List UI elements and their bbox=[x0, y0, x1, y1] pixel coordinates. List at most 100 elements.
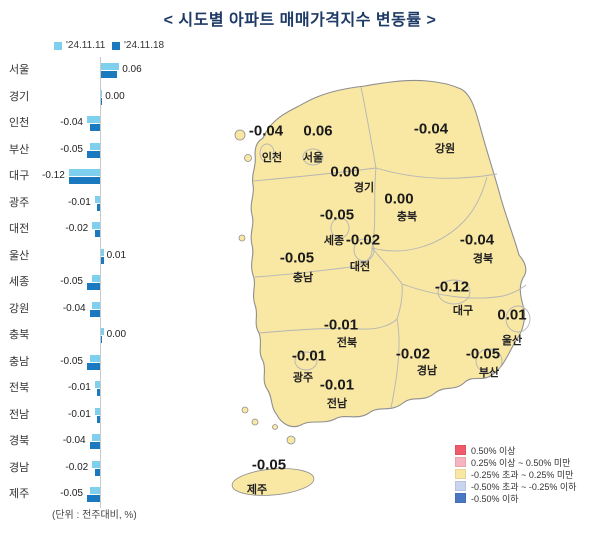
region-bar-chart: 서울 0.06 경기 0.00 인천 -0.04 부산 -0.05 대구 -0.12 광주 -0.01… bbox=[0, 57, 212, 509]
region-label: 대구 bbox=[9, 170, 30, 182]
map-region-name: 전북 bbox=[336, 337, 358, 349]
region-bar-row: 울산 0.01 bbox=[0, 243, 212, 269]
region-bar-row: 전남 -0.01 bbox=[0, 402, 212, 428]
map-region-value: -0.02 bbox=[345, 231, 381, 249]
map-region-name: 강원 bbox=[434, 143, 456, 155]
bar-week-1118 bbox=[87, 362, 100, 370]
bar-week-1111 bbox=[101, 328, 104, 335]
bar-week-1111 bbox=[92, 460, 100, 468]
bar-week-1118 bbox=[94, 230, 100, 237]
legend-swatch bbox=[455, 469, 466, 479]
region-label: 서울 bbox=[9, 64, 30, 76]
bar-value-label: -0.12 bbox=[42, 170, 65, 181]
map-region-value: -0.01 bbox=[291, 347, 327, 365]
zero-axis-line bbox=[100, 57, 101, 508]
bar-week-1118 bbox=[89, 124, 100, 131]
legend-swatch bbox=[455, 445, 466, 455]
region-bar-row: 인천 -0.04 bbox=[0, 110, 212, 136]
region-bar-row: 경기 0.00 bbox=[0, 84, 212, 110]
color-legend-row: -0.50% 초과 ~ -0.25% 이하 bbox=[455, 480, 576, 492]
map-region-value: -0.04 bbox=[248, 122, 284, 140]
region-label: 경기 bbox=[9, 90, 30, 103]
map-region-value: -0.02 bbox=[395, 345, 431, 363]
map-region-name: 경남 bbox=[416, 365, 438, 377]
map-region-name: 인천 bbox=[261, 152, 283, 164]
region-label: 전북 bbox=[9, 382, 30, 394]
bar-value-label: -0.02 bbox=[65, 223, 89, 234]
series-legend-label: '24.11.18 bbox=[124, 40, 165, 51]
region-label: 울산 bbox=[9, 249, 30, 262]
bar-week-1111 bbox=[89, 354, 100, 362]
color-legend-row: -0.25% 초과 ~ 0.25% 미만 bbox=[455, 468, 576, 480]
map-region-value: -0.05 bbox=[279, 249, 315, 267]
map-region-name: 대전 bbox=[349, 261, 371, 273]
bar-week-1111 bbox=[89, 142, 100, 150]
legend-label: 0.25% 이상 ~ 0.50% 미만 bbox=[471, 457, 571, 468]
series-swatch-light-blue bbox=[54, 41, 62, 50]
bar-value-label: -0.04 bbox=[60, 117, 83, 128]
map-region-name: 울산 bbox=[501, 335, 523, 347]
bar-week-1118 bbox=[101, 97, 103, 105]
province-borders bbox=[252, 86, 531, 409]
legend-swatch bbox=[455, 481, 466, 491]
map-region-name: 광주 bbox=[292, 372, 314, 384]
map-region-name: 경기 bbox=[353, 182, 375, 194]
map-region-value: 0.01 bbox=[497, 306, 527, 324]
legend-label: -0.25% 초과 ~ 0.25% 미만 bbox=[471, 469, 574, 480]
bar-value-label: -0.04 bbox=[62, 435, 86, 446]
region-bar-row: 경남 -0.02 bbox=[0, 455, 212, 481]
map-region-value: -0.05 bbox=[319, 206, 355, 224]
region-bar-row: 경북 -0.04 bbox=[0, 428, 212, 454]
bar-week-1118 bbox=[87, 150, 100, 158]
bar-week-1111 bbox=[68, 169, 100, 176]
region-label: 제주 bbox=[9, 488, 30, 500]
bar-week-1111 bbox=[94, 195, 100, 203]
region-bar-row: 대구 -0.12 bbox=[0, 163, 212, 189]
color-legend-row: -0.50% 이하 bbox=[455, 492, 576, 504]
region-label: 강원 bbox=[9, 302, 30, 315]
bar-value-label: -0.01 bbox=[68, 382, 91, 393]
color-legend-row: 0.50% 이상 bbox=[455, 444, 576, 456]
region-bar-row: 전북 -0.01 bbox=[0, 375, 212, 401]
bar-week-1111 bbox=[94, 381, 100, 388]
region-label: 부산 bbox=[9, 143, 30, 156]
map-region-name: 충북 bbox=[396, 211, 418, 223]
region-label: 충북 bbox=[9, 329, 30, 341]
map-region-value: -0.04 bbox=[413, 120, 449, 138]
bar-week-1111 bbox=[94, 407, 100, 415]
legend-label: -0.50% 이하 bbox=[471, 493, 519, 504]
korea-map bbox=[225, 78, 560, 533]
jeju-island bbox=[231, 468, 315, 496]
map-region-value: -0.01 bbox=[319, 376, 355, 394]
series-swatch-dark-blue bbox=[112, 41, 120, 50]
region-bar-row: 서울 0.06 bbox=[0, 57, 212, 83]
region-bar-row: 대전 -0.02 bbox=[0, 216, 212, 242]
bar-value-label: -0.05 bbox=[60, 355, 83, 367]
bar-week-1118 bbox=[97, 389, 100, 396]
region-label: 대전 bbox=[9, 223, 30, 235]
legend-swatch bbox=[455, 457, 466, 467]
map-region-name: 충남 bbox=[292, 272, 314, 284]
region-label: 광주 bbox=[9, 196, 30, 209]
bar-week-1118 bbox=[97, 203, 100, 211]
series-legend-label: '24.11.11 bbox=[66, 40, 106, 51]
region-label: 전남 bbox=[9, 408, 30, 421]
region-bar-row: 광주 -0.01 bbox=[0, 190, 212, 216]
map-mainland bbox=[250, 79, 527, 428]
bar-value-label: -0.01 bbox=[68, 196, 91, 208]
bar-week-1118 bbox=[97, 415, 100, 423]
region-bar-row: 강원 -0.04 bbox=[0, 296, 212, 322]
bar-week-1111 bbox=[101, 63, 120, 70]
bar-week-1118 bbox=[87, 495, 100, 502]
region-bar-row: 제주 -0.05 bbox=[0, 481, 212, 507]
map-region-name: 제주 bbox=[246, 484, 268, 496]
map-region-value: -0.05 bbox=[251, 456, 287, 474]
map-region-name: 부산 bbox=[478, 367, 500, 379]
region-label: 인천 bbox=[9, 117, 30, 129]
bar-value-label: -0.05 bbox=[60, 143, 83, 155]
map-region-name: 대구 bbox=[452, 305, 474, 317]
bar-value-label: -0.05 bbox=[60, 488, 83, 499]
map-region-value: 0.00 bbox=[384, 190, 414, 208]
color-legend: 0.50% 이상 0.25% 이상 ~ 0.50% 미만 -0.25% 초과 ~ 0… bbox=[455, 444, 576, 504]
